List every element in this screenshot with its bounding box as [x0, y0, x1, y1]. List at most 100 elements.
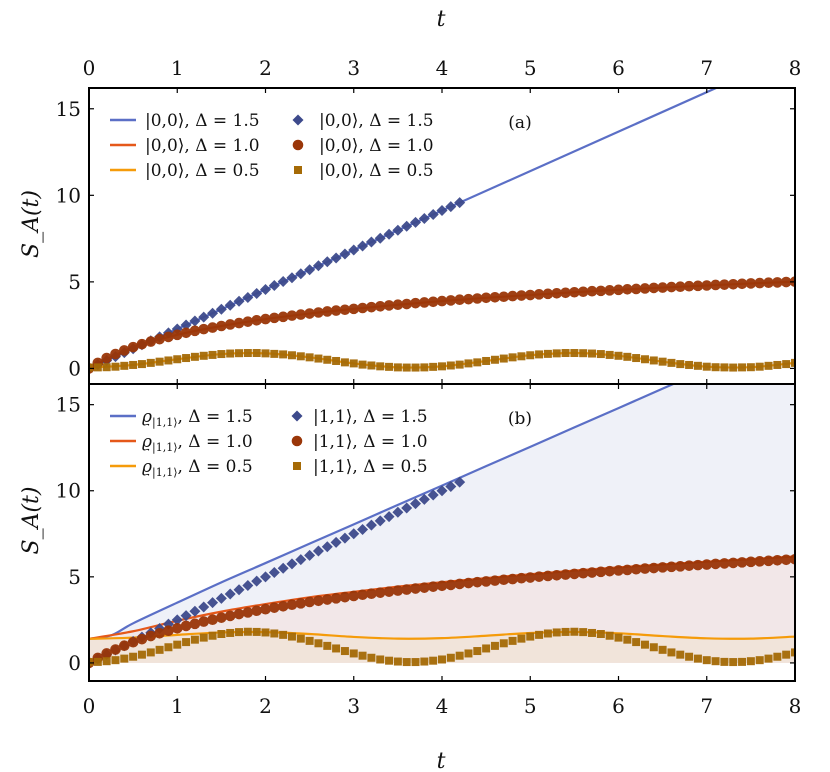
circle-marker [524, 289, 536, 301]
circle-marker [701, 280, 713, 291]
circle-marker [604, 285, 615, 296]
legend-circle-marker [291, 435, 303, 447]
square-marker [411, 363, 420, 372]
square-marker [120, 654, 129, 663]
circle-marker [622, 284, 633, 295]
diamond-marker [233, 584, 245, 596]
x-tick-label: 5 [524, 56, 537, 80]
diamond-marker [365, 519, 377, 531]
diamond-marker [454, 476, 466, 488]
square-marker [658, 357, 667, 366]
legend-item: |0,0⟩, Δ = 0.5 [110, 161, 260, 181]
legend-diamond-marker [291, 410, 303, 422]
y-tick-label: 10 [56, 479, 81, 503]
circle-marker [613, 284, 624, 296]
square-marker [164, 356, 173, 365]
circle-marker [348, 590, 360, 602]
circle-marker [533, 289, 545, 300]
circle-marker [374, 300, 386, 312]
legend-subscript: |1,1⟩ [152, 441, 178, 455]
square-marker [129, 360, 138, 369]
square-marker [693, 654, 702, 663]
square-marker [640, 355, 649, 364]
square-marker [226, 349, 235, 358]
square-marker [623, 635, 632, 644]
circle-marker [604, 565, 615, 577]
diamond-marker [427, 209, 439, 221]
square-marker [782, 650, 791, 659]
diamond-marker [286, 272, 298, 284]
square-marker [490, 355, 499, 364]
circle-marker [171, 623, 183, 634]
series-line-2 [89, 630, 795, 640]
square-marker [420, 657, 429, 666]
square-marker [720, 363, 729, 372]
square-marker [261, 349, 270, 358]
square-marker [649, 356, 658, 365]
x-tick-label: 1 [171, 694, 184, 718]
square-marker [755, 362, 764, 371]
diamond-marker [348, 528, 360, 540]
square-marker [676, 650, 685, 659]
circle-marker [480, 576, 492, 587]
square-marker [182, 638, 191, 647]
legend-label: |1,1⟩, Δ = 1.5 [313, 407, 428, 427]
square-marker [111, 362, 120, 371]
square-marker [340, 647, 349, 656]
legend-label: |0,0⟩, Δ = 1.5 [319, 111, 434, 131]
diamond-marker [357, 523, 369, 535]
square-marker [120, 361, 129, 370]
circle-marker [577, 286, 589, 298]
circle-marker [569, 568, 580, 580]
square-marker [667, 648, 676, 657]
circle-marker [542, 288, 554, 300]
circle-marker [480, 292, 492, 304]
square-marker [217, 350, 226, 359]
square-marker [261, 628, 270, 637]
circle-marker [419, 582, 430, 593]
circle-marker [383, 586, 395, 597]
plot-frame [88, 87, 796, 385]
diamond-marker [251, 287, 263, 299]
square-marker [791, 358, 795, 367]
circle-marker [666, 281, 677, 293]
square-marker [464, 359, 473, 368]
circle-marker [242, 607, 254, 618]
square-marker [411, 658, 420, 667]
x-tick-label: 7 [700, 56, 713, 80]
circle-marker [613, 565, 624, 576]
circle-marker [586, 567, 598, 578]
circle-marker [154, 333, 165, 345]
diamond-marker [189, 315, 201, 327]
marker-series-2 [89, 627, 795, 667]
circle-marker [551, 287, 563, 299]
square-marker [482, 644, 491, 653]
square-marker [190, 635, 199, 644]
diamond-marker [286, 558, 298, 570]
square-marker [358, 360, 367, 369]
circle-marker [683, 560, 695, 571]
diamond-marker [445, 201, 457, 213]
x-axis-title: t [437, 749, 446, 772]
x-tick-label: 6 [612, 56, 625, 80]
circle-marker [780, 276, 792, 288]
circle-marker [692, 280, 704, 292]
square-marker [605, 631, 614, 640]
circle-marker [736, 557, 748, 568]
diamond-marker [189, 605, 201, 617]
square-marker [129, 652, 138, 661]
plot-area [89, 384, 795, 669]
circle-marker [233, 608, 245, 620]
diamond-marker [410, 216, 422, 228]
square-marker [623, 352, 632, 361]
circle-marker [357, 589, 368, 601]
x-tick-label: 2 [259, 56, 272, 80]
square-marker [596, 629, 605, 638]
square-marker [552, 349, 561, 358]
square-marker [729, 363, 738, 372]
circle-marker [251, 314, 262, 326]
legend-label: |0,0⟩, Δ = 1.0 [319, 136, 434, 156]
square-marker [376, 655, 385, 664]
legend-text: , Δ = 0.5 [178, 457, 253, 477]
square-marker [199, 633, 208, 642]
